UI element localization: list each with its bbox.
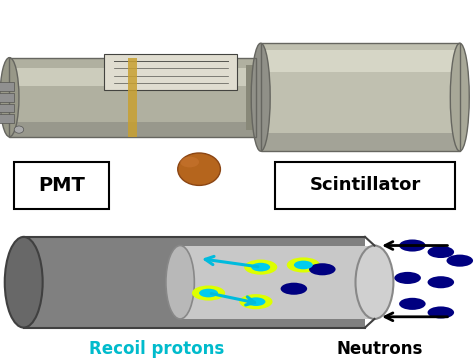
Bar (0, 114, 14, 123)
Ellipse shape (5, 237, 43, 328)
Circle shape (294, 261, 313, 269)
Bar (0, 82, 14, 91)
Bar (9, 68, 256, 86)
Circle shape (428, 276, 454, 288)
Ellipse shape (0, 58, 19, 137)
Bar (246, 65, 261, 130)
Bar (261, 43, 460, 151)
Circle shape (281, 283, 307, 295)
Bar (128, 58, 137, 137)
Circle shape (239, 294, 273, 309)
Bar (261, 43, 460, 151)
Circle shape (251, 263, 270, 271)
Circle shape (428, 306, 454, 319)
Circle shape (199, 289, 218, 297)
Bar (261, 50, 460, 72)
Circle shape (246, 297, 265, 306)
Ellipse shape (166, 246, 194, 319)
Bar (180, 246, 374, 319)
Bar (9, 58, 256, 137)
Circle shape (14, 126, 24, 133)
Circle shape (428, 246, 454, 258)
Circle shape (399, 239, 426, 252)
Circle shape (447, 255, 473, 267)
Ellipse shape (356, 246, 393, 319)
Ellipse shape (450, 43, 469, 151)
Circle shape (399, 298, 426, 310)
FancyBboxPatch shape (275, 162, 455, 209)
Text: Neutrons: Neutrons (336, 340, 422, 358)
Bar (9, 58, 256, 137)
Bar (0, 93, 14, 102)
Bar (24, 237, 365, 328)
Circle shape (192, 285, 225, 301)
Circle shape (244, 260, 277, 275)
Circle shape (309, 263, 336, 275)
Ellipse shape (180, 157, 199, 167)
Circle shape (287, 257, 320, 273)
Text: Scintillator: Scintillator (310, 176, 420, 194)
Text: Recoil protons: Recoil protons (89, 340, 224, 358)
Circle shape (394, 272, 421, 284)
Bar (261, 133, 460, 151)
Text: PMT: PMT (38, 176, 85, 195)
Bar (104, 54, 237, 90)
Bar (0, 104, 14, 112)
Bar (9, 122, 256, 137)
Ellipse shape (251, 43, 270, 151)
FancyBboxPatch shape (14, 162, 109, 209)
Ellipse shape (178, 153, 220, 185)
